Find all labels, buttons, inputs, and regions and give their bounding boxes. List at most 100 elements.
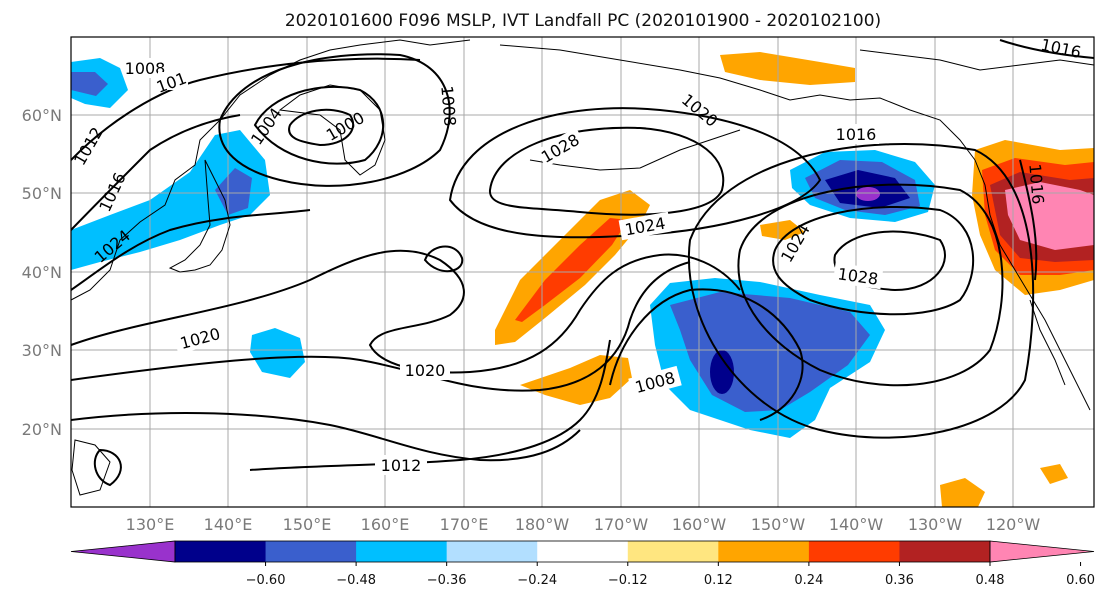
colorbar-bin — [718, 541, 810, 562]
contour-label: 1020 — [405, 361, 446, 380]
clabel-bg — [158, 72, 188, 90]
coast-island-se — [71, 439, 111, 496]
contour-1016-west — [71, 114, 241, 231]
clabel-bg — [126, 58, 164, 78]
colorbar-bin — [537, 541, 629, 562]
coast-northamerica — [974, 159, 1091, 411]
contour-1012-main — [71, 412, 581, 462]
pos-region-alaska — [720, 52, 855, 85]
mslp-contours — [71, 39, 1094, 487]
colorbar-bin — [175, 541, 267, 562]
lon-label: 170°E — [440, 515, 489, 534]
colorbar-tick-label: 0.48 — [976, 573, 1005, 588]
contour-1016-main — [71, 261, 691, 392]
colorbar-bin — [899, 541, 991, 562]
lon-label: 130°W — [908, 515, 963, 534]
clabel-bg — [628, 365, 682, 399]
lon-label: 170°W — [594, 515, 649, 534]
lon-label: 150°W — [751, 515, 806, 534]
contour-1016-coast — [1019, 159, 1038, 281]
contour-label: 1016 — [836, 125, 877, 144]
lon-label: 180°W — [515, 515, 570, 534]
coast-aleutians — [529, 129, 741, 171]
clabel-bg — [832, 262, 884, 290]
colorbar-bin — [808, 541, 900, 562]
colorbar-tick-label: 0.24 — [794, 573, 823, 588]
contour-label: 1008 — [437, 85, 459, 127]
lon-label: 150°E — [283, 515, 332, 534]
lat-label: 30°N — [22, 341, 62, 360]
clabel-bg — [833, 124, 879, 144]
colorbar-bin — [446, 541, 538, 562]
colorbar-tick-label: −0.36 — [427, 573, 467, 588]
contour-label: 1012 — [381, 456, 422, 475]
neg-region-small — [250, 328, 305, 378]
neg-region-gulf-peak — [856, 187, 880, 201]
clabel-bg — [618, 211, 672, 241]
lon-label: 160°W — [672, 515, 727, 534]
contour-1020-east — [737, 183, 1004, 387]
contour-small-south — [93, 448, 122, 487]
coast-baja — [1029, 299, 1066, 386]
contour-label: 1008 — [125, 59, 166, 78]
latitude-labels: 60°N 50°N 40°N 30°N 20°N — [22, 106, 62, 439]
lat-label: 60°N — [22, 106, 62, 125]
contour-1028-west — [488, 126, 725, 216]
clabel-bg — [400, 360, 450, 380]
colorbar-tick-label: −0.48 — [336, 573, 376, 588]
colorbar-tick-label: −0.12 — [608, 573, 648, 588]
colorbar-tick-label: −0.60 — [246, 573, 286, 588]
contour-small-1024 — [423, 245, 464, 272]
neg-region-kamchatka-core — [71, 72, 108, 96]
coast-japan — [168, 159, 231, 273]
lat-label: 50°N — [22, 184, 62, 203]
contour-1012-west — [71, 57, 421, 161]
pos-region-central-band-core — [515, 218, 628, 322]
colorbar-tick-label: 0.12 — [704, 573, 733, 588]
neg-region-central-core — [710, 350, 734, 394]
colorbar: −0.60 −0.48 −0.36 −0.24 −0.12 0.12 0.24 0.36 0.4… — [70, 540, 1095, 588]
contour-1016-east — [687, 143, 1035, 439]
colorbar-tick-label: −0.24 — [517, 573, 557, 588]
clabel-bg — [375, 455, 427, 475]
coast-asia — [71, 39, 471, 301]
lat-label: 40°N — [22, 263, 62, 282]
lon-label: 140°E — [204, 515, 253, 534]
pos-region-se2 — [1040, 464, 1068, 484]
coast-canada — [859, 49, 1094, 71]
contour-label: 1016 — [1025, 163, 1047, 205]
lat-label: 20°N — [22, 420, 62, 439]
coast-alaska — [499, 44, 976, 161]
contour-1016-na — [999, 39, 1094, 59]
clabel-bg — [173, 321, 227, 355]
colorbar-bin — [265, 541, 357, 562]
contour-1024-west — [448, 107, 822, 239]
contour-1024-japan — [71, 209, 311, 291]
neg-region-japan-core — [215, 168, 252, 215]
map-frame — [70, 36, 1095, 508]
shading-layer — [71, 52, 1094, 507]
colorbar-extend-min — [70, 540, 176, 563]
lon-label: 130°E — [126, 515, 175, 534]
colorbar-tick-label: 0.60 — [1066, 573, 1095, 588]
contour-1008-central — [609, 288, 804, 421]
longitude-labels: 130°E 140°E 150°E 160°E 170°E 180°W 170°… — [126, 515, 1041, 534]
lon-label: 160°E — [361, 515, 410, 534]
colorbar-tick-label: 0.36 — [885, 573, 914, 588]
contour-1020-main — [71, 249, 741, 374]
contour-1024-east — [772, 205, 975, 316]
colorbar-extend-max — [989, 540, 1095, 563]
colorbar-frame — [174, 540, 991, 563]
contour-1004-kam — [253, 86, 385, 165]
contour-1012-south — [249, 339, 611, 471]
pos-region-se — [940, 478, 985, 507]
pos-region-small — [760, 220, 805, 240]
lon-label: 120°W — [986, 515, 1041, 534]
colorbar-bin — [627, 541, 719, 562]
contour-1000-kam — [288, 108, 355, 147]
colorbar-bin — [356, 541, 448, 562]
figure-title: 2020101600 F096 MSLP, IVT Landfall PC (2… — [285, 11, 881, 31]
neg-region-japan — [71, 130, 270, 270]
